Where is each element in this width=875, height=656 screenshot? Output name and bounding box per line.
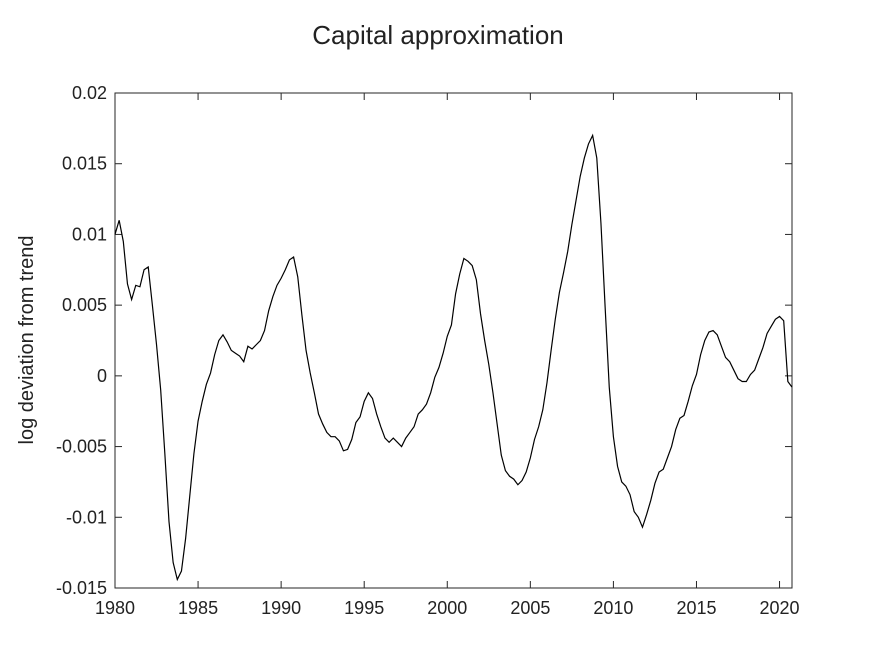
x-tick-label: 2020	[760, 598, 800, 618]
y-tick-label: -0.01	[66, 507, 107, 527]
plot-area	[114, 92, 793, 589]
x-tick-label: 2005	[510, 598, 550, 618]
x-tick-label: 1980	[95, 598, 135, 618]
data-line	[114, 133, 793, 582]
x-tick-label: 1995	[344, 598, 384, 618]
y-tick-label: -0.015	[56, 578, 107, 598]
x-tick-label: 1985	[178, 598, 218, 618]
x-tick-label: 2010	[593, 598, 633, 618]
x-tick-label: 1990	[261, 598, 301, 618]
y-tick-label: 0.01	[72, 224, 107, 244]
x-tick-label: 2015	[676, 598, 716, 618]
y-tick-label: 0.015	[62, 154, 107, 174]
y-tick-label: 0	[97, 366, 107, 386]
chart-title: Capital approximation	[312, 20, 563, 50]
x-tick-label: 2000	[427, 598, 467, 618]
y-tick-label: 0.02	[72, 83, 107, 103]
y-axis-label: log deviation from trend	[16, 235, 38, 444]
y-tick-label: -0.005	[56, 437, 107, 457]
y-tick-label: 0.005	[62, 295, 107, 315]
